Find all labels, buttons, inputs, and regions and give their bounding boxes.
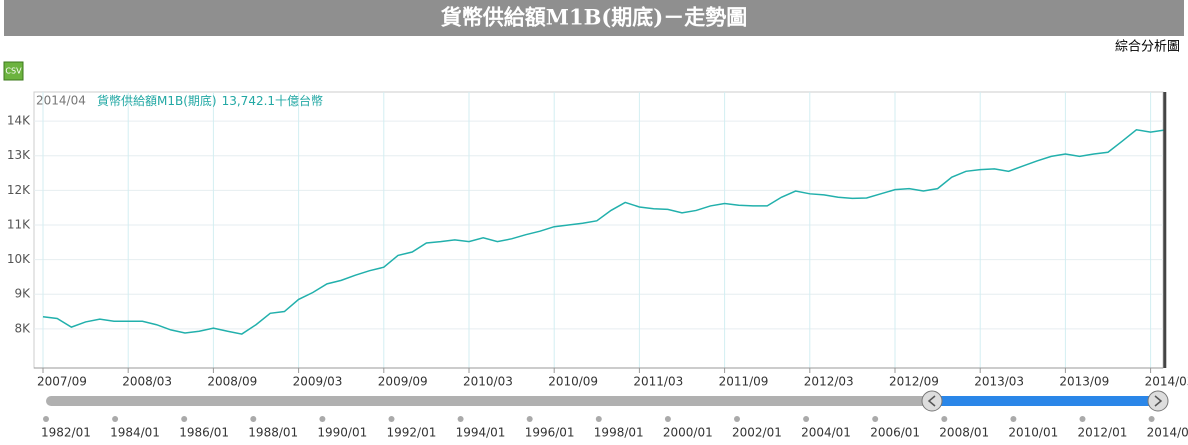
title-bar bbox=[4, 0, 1184, 36]
nav-label: 2000/01 bbox=[663, 426, 713, 440]
nav-label: 1998/01 bbox=[594, 426, 644, 440]
y-tick-label: 13K bbox=[7, 148, 31, 162]
legend-part: 貨幣供給額M1B(期底) bbox=[97, 93, 217, 108]
nav-dot bbox=[941, 416, 948, 422]
nav-label: 1982/01 bbox=[41, 426, 91, 440]
nav-label: 2014/01 bbox=[1147, 426, 1188, 440]
nav-dot bbox=[181, 416, 188, 422]
y-tick-label: 8K bbox=[14, 321, 31, 335]
analysis-link[interactable]: 綜合分析圖 bbox=[1115, 40, 1180, 55]
legend-part: 13,742.1 bbox=[222, 94, 275, 108]
nav-dot bbox=[43, 416, 49, 422]
nav-label: 1992/01 bbox=[387, 426, 437, 440]
nav-dot bbox=[734, 416, 740, 422]
x-tick-label: 2008/03 bbox=[122, 375, 172, 389]
nav-label: 2004/01 bbox=[801, 426, 851, 440]
nav-dot bbox=[112, 416, 119, 422]
legend-date: 2014/04 bbox=[36, 94, 86, 108]
nav-label: 1994/01 bbox=[456, 426, 506, 440]
nav-label: 2012/01 bbox=[1078, 426, 1128, 440]
y-tick-label: 12K bbox=[7, 183, 31, 197]
nav-label: 1984/01 bbox=[110, 426, 160, 440]
nav-dot bbox=[388, 416, 395, 422]
nav-label: 2006/01 bbox=[870, 426, 920, 440]
x-tick-label: 2008/09 bbox=[207, 375, 257, 389]
navigator-axis: 1982/01 1984/01 1986/01 1988/01 1990/01 1992/… bbox=[41, 416, 1188, 440]
nav-label: 1990/01 bbox=[317, 426, 367, 440]
nav-label: 2008/01 bbox=[939, 426, 989, 440]
nav-label: 1988/01 bbox=[248, 426, 298, 440]
x-tick-label: 2012/09 bbox=[889, 375, 939, 389]
page-title: 貨幣供給額M1B(期底)－走勢圖 bbox=[441, 5, 747, 30]
x-tick-label: 2012/03 bbox=[804, 375, 854, 389]
nav-dot bbox=[872, 416, 879, 422]
plot: 8K 9K 10K 11K 12K 13K 14K 2007/09 2008/03 2008/09… bbox=[7, 92, 1188, 389]
handle-arrow bbox=[927, 395, 936, 407]
nav-dot bbox=[664, 416, 671, 422]
legend-text: 貨幣供給額M1B(期底) 13,742.1十億台幣 bbox=[97, 93, 323, 108]
y-tick-label: 11K bbox=[7, 217, 31, 231]
nav-dot bbox=[319, 416, 326, 422]
nav-dot bbox=[457, 416, 464, 422]
navigator-handle[interactable] bbox=[921, 390, 943, 412]
x-tick-label: 2013/03 bbox=[974, 375, 1024, 389]
nav-dot bbox=[595, 416, 602, 422]
x-tick-label: 2010/03 bbox=[463, 375, 513, 389]
x-tick-label: 2014/03 bbox=[1145, 375, 1188, 389]
x-tick-label: 2013/09 bbox=[1059, 375, 1109, 389]
nav-label: 2010/01 bbox=[1008, 426, 1058, 440]
csv-button[interactable] bbox=[3, 61, 24, 81]
navigator-selection[interactable] bbox=[932, 396, 1158, 406]
y-tick-label: 9K bbox=[14, 287, 31, 301]
csv-label[interactable]: CSV bbox=[5, 67, 22, 76]
y-tick-label: 10K bbox=[7, 252, 31, 266]
nav-label: 2002/01 bbox=[732, 426, 782, 440]
navigator-handle[interactable] bbox=[1147, 390, 1169, 412]
x-tick-label: 2009/09 bbox=[378, 375, 428, 389]
nav-dot bbox=[1148, 416, 1155, 422]
data-line bbox=[42, 128, 1165, 335]
x-tick-label: 2007/09 bbox=[37, 375, 87, 389]
plot-frame bbox=[33, 91, 1164, 369]
handle-arrow bbox=[1154, 395, 1163, 407]
navigator-track bbox=[46, 396, 932, 406]
nav-dot bbox=[526, 416, 533, 422]
nav-label: 1996/01 bbox=[525, 426, 575, 440]
y-tick-label: 14K bbox=[7, 114, 31, 128]
x-tick-label: 2009/03 bbox=[293, 375, 343, 389]
legend-part: 十億台幣 bbox=[275, 93, 323, 108]
x-tick-label: 2010/09 bbox=[548, 375, 598, 389]
nav-dot bbox=[1079, 416, 1086, 422]
nav-dot bbox=[803, 416, 810, 422]
nav-label: 1986/01 bbox=[179, 426, 229, 440]
nav-dot bbox=[250, 416, 257, 422]
nav-dot bbox=[1010, 416, 1017, 422]
legend: 貨幣供給額M1B(期底) 13,742.1十億台幣 bbox=[97, 93, 323, 108]
x-tick-label: 2011/09 bbox=[719, 375, 769, 389]
x-tick-label: 2011/03 bbox=[633, 375, 683, 389]
